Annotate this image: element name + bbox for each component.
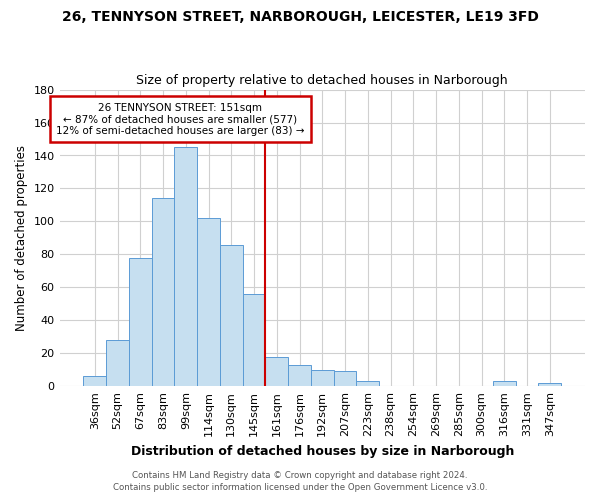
Title: Size of property relative to detached houses in Narborough: Size of property relative to detached ho…	[136, 74, 508, 87]
X-axis label: Distribution of detached houses by size in Narborough: Distribution of detached houses by size …	[131, 444, 514, 458]
Text: Contains HM Land Registry data © Crown copyright and database right 2024.
Contai: Contains HM Land Registry data © Crown c…	[113, 471, 487, 492]
Bar	[311, 370, 334, 386]
Bar	[538, 383, 561, 386]
Bar	[152, 198, 175, 386]
Text: 26 TENNYSON STREET: 151sqm
← 87% of detached houses are smaller (577)
12% of sem: 26 TENNYSON STREET: 151sqm ← 87% of deta…	[56, 102, 304, 136]
Bar	[197, 218, 220, 386]
Bar	[242, 294, 265, 386]
Bar	[175, 148, 197, 386]
Bar	[493, 382, 515, 386]
Bar	[356, 382, 379, 386]
Bar	[334, 372, 356, 386]
Y-axis label: Number of detached properties: Number of detached properties	[15, 145, 28, 331]
Text: 26, TENNYSON STREET, NARBOROUGH, LEICESTER, LE19 3FD: 26, TENNYSON STREET, NARBOROUGH, LEICEST…	[62, 10, 538, 24]
Bar	[129, 258, 152, 386]
Bar	[106, 340, 129, 386]
Bar	[265, 356, 288, 386]
Bar	[83, 376, 106, 386]
Bar	[220, 244, 242, 386]
Bar	[288, 365, 311, 386]
